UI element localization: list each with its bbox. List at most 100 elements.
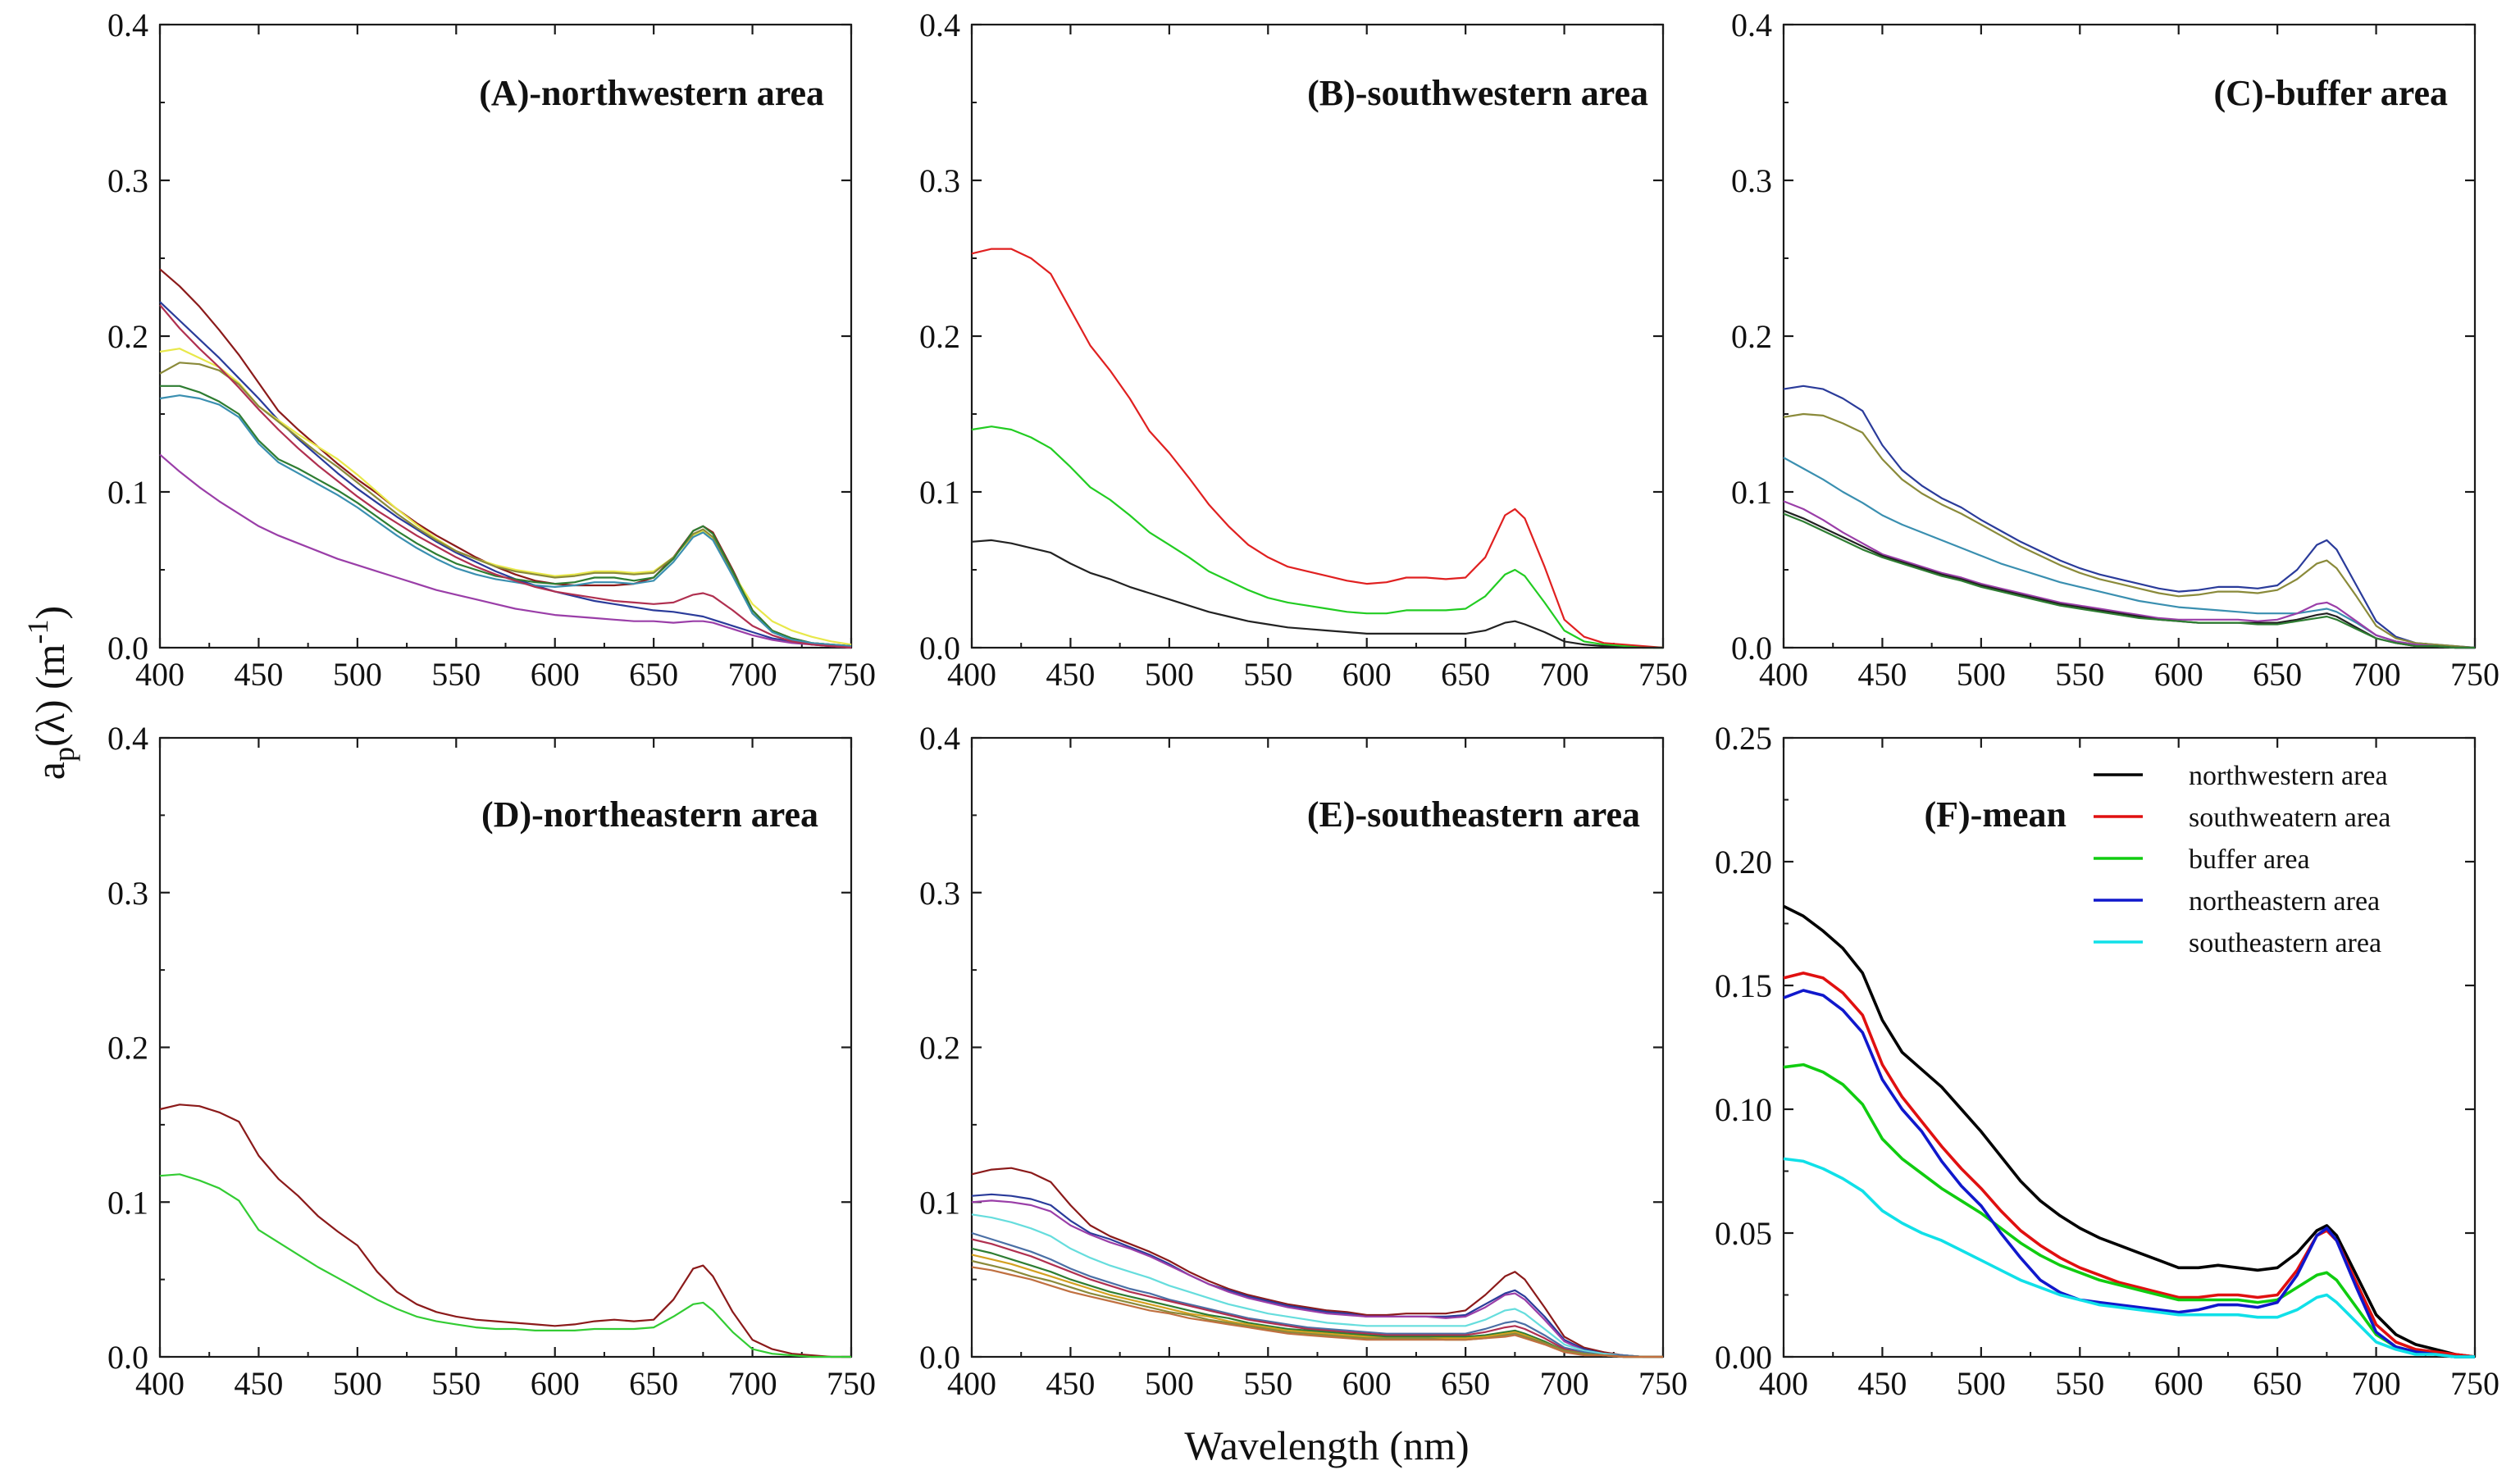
y-tick-label: 0.1: [1731, 474, 1772, 511]
x-tick-label: 550: [2055, 1365, 2104, 1402]
x-tick-label: 600: [1342, 656, 1392, 693]
x-tick-label: 700: [728, 656, 777, 693]
y-tick-label: 0.3: [919, 875, 960, 912]
x-tick-label: 550: [2055, 656, 2104, 693]
plot-frame: [1782, 23, 2477, 649]
panel-1: 400 450 500 550 600 650 700 750 0.0 0.1 0.2 0.3 0.4 (…: [107, 7, 876, 693]
series-line-northwestern-area: [1783, 904, 2476, 1358]
x-tick-label: 450: [234, 1365, 283, 1402]
series-line-sample-10: [971, 1266, 1663, 1358]
panel-2: 400 450 500 550 600 650 700 750 0.0 0.1 0.2 0.3 0.4 (…: [919, 7, 1688, 693]
x-tick-label: 650: [1441, 1365, 1490, 1402]
x-tick-label: 650: [629, 1365, 678, 1402]
y-tick-label: 0.4: [919, 7, 960, 43]
series-line-sample-6: [159, 394, 852, 648]
panel-6: 400 450 500 550 600 650 700 750 0.00 0.05 0.10 0.15…: [1715, 720, 2499, 1402]
x-tick-label: 600: [531, 656, 580, 693]
y-tick-label: 0.4: [107, 7, 148, 43]
legend-label: northwestern area: [2189, 761, 2388, 791]
y-tick-label: 0.0: [107, 1339, 148, 1376]
x-tick-label: 450: [1857, 656, 1907, 693]
series-line-sample-2: [1783, 412, 2476, 649]
x-tick-label: 550: [431, 656, 481, 693]
x-tick-label: 450: [234, 656, 283, 693]
legend-label: northeastern area: [2189, 886, 2380, 917]
y-tick-label: 0.3: [1731, 162, 1772, 199]
series-line-sample-1: [971, 248, 1664, 649]
series-line-sample-4: [1783, 500, 2475, 649]
series-line-sample-8: [159, 304, 852, 649]
plot-frame: [158, 23, 853, 649]
panel-5: 400 450 500 550 600 650 700 750 0.0 0.1 0.2 0.3 0.4 (…: [919, 720, 1688, 1402]
x-tick-label: 700: [1540, 1365, 1589, 1402]
y-axis-label: ap(λ) (m-1): [21, 606, 80, 780]
panel-title: (C)-buffer area: [2213, 73, 2448, 113]
x-tick-label: 500: [333, 1365, 382, 1402]
x-tick-label: 400: [947, 656, 996, 693]
series-line-buffer-area: [1783, 1063, 2475, 1358]
y-tick-label: 0.1: [107, 474, 148, 511]
series-line-sample-9: [971, 1259, 1663, 1358]
x-tick-label: 550: [1243, 1365, 1292, 1402]
y-tick-label: 0.25: [1715, 720, 1772, 757]
x-tick-label: 600: [2154, 1365, 2203, 1402]
x-tick-label: 500: [333, 656, 382, 693]
x-tick-label: 450: [1046, 1365, 1095, 1402]
y-tick-label: 0.1: [107, 1184, 148, 1221]
legend-label: southeastern area: [2189, 928, 2381, 958]
y-tick-label: 0.00: [1715, 1339, 1772, 1376]
x-tick-label: 750: [827, 656, 876, 693]
series-line-sample-4: [971, 1213, 1663, 1358]
y-tick-label: 0.1: [919, 474, 960, 511]
x-tick-label: 650: [629, 656, 678, 693]
x-tick-label: 450: [1046, 656, 1095, 693]
y-tick-label: 0.2: [1731, 318, 1772, 355]
panel-title: (E)-southeastern area: [1307, 794, 1640, 835]
series-line-northeastern-area: [1783, 989, 2475, 1358]
y-tick-label: 0.3: [919, 162, 960, 199]
x-tick-label: 500: [1957, 656, 2006, 693]
y-tick-label: 0.20: [1715, 844, 1772, 881]
y-tick-label: 0.2: [107, 318, 148, 355]
panel-3: 400 450 500 550 600 650 700 750 0.0 0.1 0.2 0.3 0.4 (…: [1731, 7, 2499, 693]
panel-title: (D)-northeastern area: [481, 794, 818, 835]
y-tick-label: 0.3: [107, 875, 148, 912]
series-line-sample-1: [159, 1104, 851, 1358]
x-axis-label: Wavelength (nm): [1184, 1422, 1469, 1468]
series-line-sample-5: [1783, 509, 2475, 649]
series-line-sample-2: [971, 425, 1663, 649]
series-line-sample-5: [971, 1231, 1663, 1358]
x-tick-label: 650: [2253, 656, 2302, 693]
y-tick-label: 0.0: [1731, 630, 1772, 667]
x-tick-label: 400: [947, 1365, 996, 1402]
panel-4: 400 450 500 550 600 650 700 750 0.0 0.1 0.2 0.3 0.4 (…: [107, 720, 876, 1402]
y-tick-label: 0.15: [1715, 967, 1772, 1004]
plot-frame: [970, 23, 1665, 649]
x-tick-label: 500: [1145, 656, 1194, 693]
series-line-sample-3: [1783, 457, 2475, 649]
x-tick-label: 600: [1342, 1365, 1392, 1402]
series-line-sample-6: [1783, 512, 2475, 649]
x-tick-label: 550: [1243, 656, 1292, 693]
x-tick-label: 750: [827, 1365, 876, 1402]
series-line-sample-1: [159, 268, 852, 648]
series-line-sample-1: [971, 1167, 1663, 1358]
y-tick-label: 0.4: [919, 720, 960, 757]
x-tick-label: 600: [531, 1365, 580, 1402]
x-tick-label: 450: [1857, 1365, 1907, 1402]
x-tick-label: 750: [1638, 656, 1688, 693]
panel-title: (F)-mean: [1925, 794, 2067, 835]
x-tick-label: 500: [1145, 1365, 1194, 1402]
y-tick-label: 0.4: [107, 720, 148, 757]
series-line-sample-5: [160, 385, 852, 648]
series-line-sample-7: [971, 1247, 1663, 1358]
y-tick-label: 0.4: [1731, 7, 1772, 43]
x-tick-label: 600: [2154, 656, 2203, 693]
x-tick-label: 650: [2253, 1365, 2302, 1402]
series-line-sample-3: [971, 539, 1663, 649]
series-line-sample-1: [1783, 385, 2476, 649]
series-line-sample-7: [159, 453, 852, 649]
x-tick-label: 400: [135, 656, 185, 693]
y-tick-label: 0.2: [919, 1030, 960, 1067]
x-tick-label: 400: [1759, 656, 1808, 693]
